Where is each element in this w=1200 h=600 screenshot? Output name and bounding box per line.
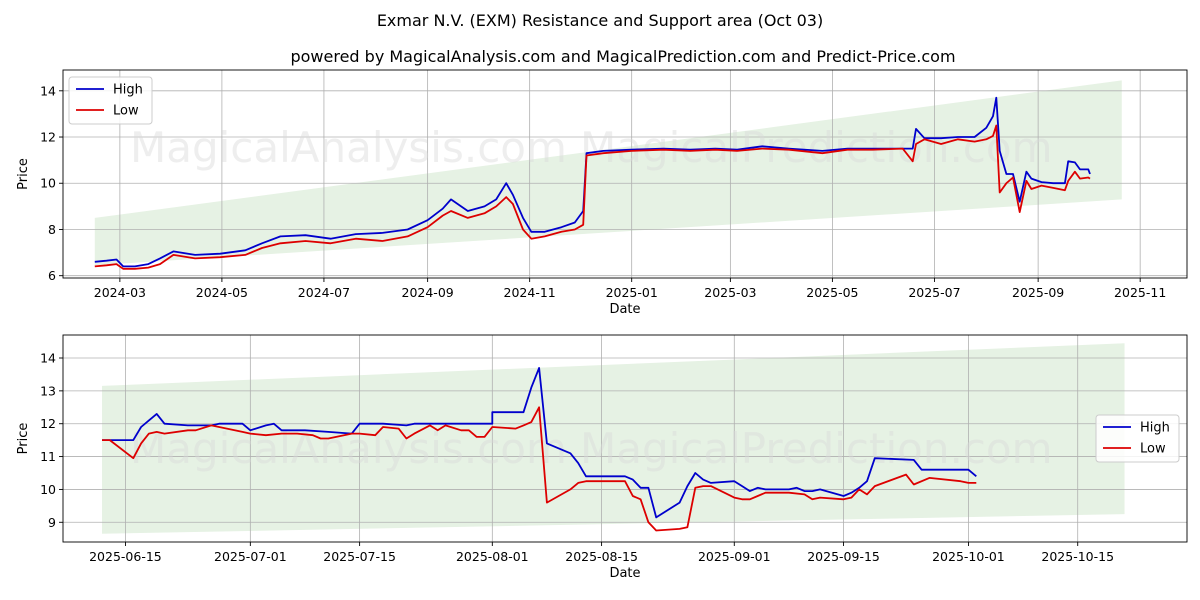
watermark-text: MagicalAnalysis.com: [130, 424, 567, 473]
x-tick-label: 2025-05: [806, 285, 858, 300]
y-axis-label: Price: [16, 423, 31, 455]
legend: High Low: [1095, 414, 1180, 463]
legend: High Low: [68, 76, 153, 125]
x-tick-label: 2025-03: [704, 285, 756, 300]
legend-label-low: Low: [113, 104, 139, 119]
y-tick-label: 8: [48, 222, 56, 237]
x-tick-label: 2024-09: [402, 285, 454, 300]
watermark-text: MagicalPrediction.com: [580, 424, 1053, 473]
legend-label-high: High: [1140, 421, 1170, 436]
bottom-chart-panel: MagicalAnalysis.com MagicalPrediction.com…: [16, 334, 1188, 581]
x-tick-label: 2025-07: [908, 285, 960, 300]
x-tick-label: 2025-06-15: [89, 549, 162, 564]
x-tick-label: 2025-08-15: [565, 549, 638, 564]
watermark-text: MagicalPrediction.com: [580, 276, 1053, 325]
grid-lines: [63, 335, 1187, 542]
x-tick-label: 2025-08-01: [456, 549, 529, 564]
x-tick-label: 2024-07: [298, 285, 350, 300]
chart-title: Exmar N.V. (EXM) Resistance and Support …: [377, 11, 823, 30]
series-line-low: [102, 406, 977, 532]
watermark-text: MagicalAnalysis.com: [130, 123, 567, 172]
watermark-text: MagicalAnalysis.com: [130, 276, 567, 325]
x-tick-label: 2025-11: [1114, 285, 1166, 300]
x-tick-label: 2025-10-01: [932, 549, 1005, 564]
y-tick-label: 13: [40, 383, 56, 398]
y-tick-label: 10: [40, 176, 56, 191]
y-tick-label: 14: [40, 83, 56, 98]
x-tick-label: 2025-09-01: [698, 549, 771, 564]
series-line-high: [94, 96, 1091, 268]
axes-frame: [62, 334, 1188, 543]
x-tick-label: 2025-09: [1012, 285, 1064, 300]
legend-label-low: Low: [1140, 442, 1166, 457]
x-tick-label: 2024-11: [504, 285, 556, 300]
y-tick-label: 12: [40, 416, 56, 431]
x-tick-label: 2025-10-15: [1041, 549, 1114, 564]
x-axis-label: Date: [609, 302, 640, 317]
y-tick-label: 6: [48, 268, 56, 283]
plot-area: MagicalAnalysis.com MagicalPrediction.com…: [63, 70, 1187, 325]
x-tick-label: 2025-07-01: [214, 549, 287, 564]
y-axis-label: Price: [16, 158, 31, 190]
y-tick-label: 9: [48, 515, 56, 530]
chart-subtitle: powered by MagicalAnalysis.com and Magic…: [290, 47, 955, 66]
top-chart-panel: MagicalAnalysis.com MagicalPrediction.com…: [16, 69, 1188, 325]
plot-area: MagicalAnalysis.com MagicalPrediction.com: [63, 335, 1187, 542]
watermark-text: MagicalPrediction.com: [580, 123, 1053, 172]
x-axis-label: Date: [609, 566, 640, 581]
x-tick-label: 2025-07-15: [323, 549, 396, 564]
y-tick-label: 10: [40, 482, 56, 497]
y-tick-label: 14: [40, 351, 56, 366]
x-tick-label: 2024-03: [94, 285, 146, 300]
series-line-high: [102, 367, 977, 519]
y-tick-label: 11: [40, 449, 56, 464]
x-tick-label: 2025-01: [606, 285, 658, 300]
y-tick-label: 12: [40, 130, 56, 145]
series-line-low: [94, 124, 1091, 270]
axes-frame: [62, 69, 1188, 279]
x-tick-label: 2025-09-15: [807, 549, 880, 564]
legend-label-high: High: [113, 83, 143, 98]
resistance-support-band: [94, 80, 1122, 266]
x-tick-label: 2024-05: [196, 285, 248, 300]
